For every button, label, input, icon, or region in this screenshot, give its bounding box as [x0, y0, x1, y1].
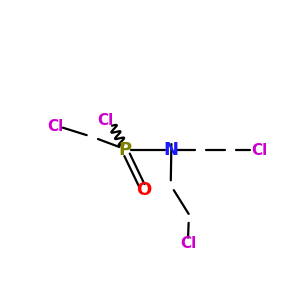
Text: Cl: Cl	[47, 119, 63, 134]
Text: O: O	[136, 181, 152, 199]
Text: Cl: Cl	[180, 236, 196, 251]
Text: Cl: Cl	[97, 113, 113, 128]
Text: N: N	[163, 141, 178, 159]
Text: Cl: Cl	[251, 142, 268, 158]
Text: P: P	[118, 141, 131, 159]
